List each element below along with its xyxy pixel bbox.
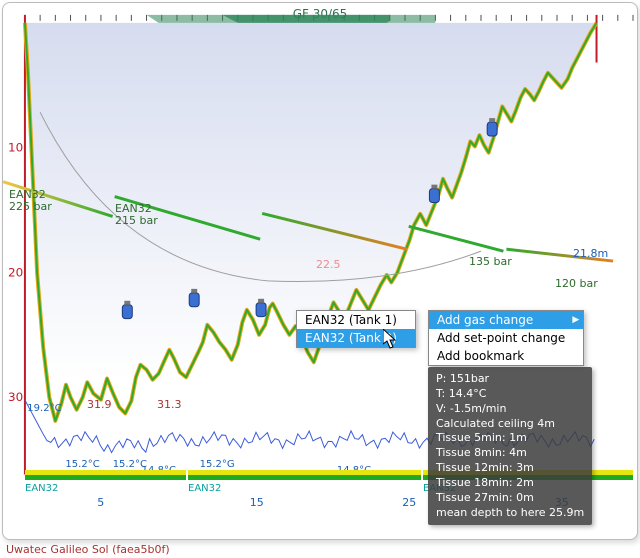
tooltip-line: Tissue 8min: 4m [436, 446, 584, 461]
chart-label: 225 bar [9, 200, 52, 213]
chart-label: 120 bar [555, 277, 598, 290]
chart-label: 135 bar [469, 255, 512, 268]
gas-segment-label: EAN32 [188, 483, 221, 494]
chart-label: 22.5 [316, 258, 341, 271]
context-menu-item[interactable]: Add gas change▶ [429, 311, 583, 329]
tooltip-line: Tissue 12min: 3m [436, 461, 584, 476]
device-footer: Uwatec Galileo Sol (faea5b0f) [6, 543, 170, 556]
x-tick-label: 25 [402, 496, 416, 509]
gas-submenu[interactable]: EAN32 (Tank 1)EAN32 (Tank 2) [296, 310, 416, 348]
chart-label: 215 bar [115, 214, 158, 227]
svg-text:20: 20 [8, 265, 23, 279]
gas-segment [25, 475, 186, 480]
tooltip-line: Calculated ceiling 4m [436, 417, 584, 432]
chart-label: 31.3 [157, 398, 182, 411]
context-menu-item[interactable]: Add bookmark [429, 347, 583, 365]
tooltip-line: Tissue 5min: 1m [436, 431, 584, 446]
x-tick-label: 5 [97, 496, 104, 509]
x-tick-label: 15 [250, 496, 264, 509]
tooltip-line: Tissue 18min: 2m [436, 476, 584, 491]
chart-label: 31.9 [87, 398, 112, 411]
gas-segment-label: EAN32 [25, 483, 58, 494]
dive-profile-app: GF 30/65 102030 EAN32225 barEAN32215 bar… [0, 0, 640, 558]
svg-text:10: 10 [8, 141, 23, 155]
chart-label: 19.2°C [27, 403, 61, 414]
chart-label: 15.2°G [200, 459, 235, 470]
chart-label: 21.8m [573, 247, 608, 260]
tooltip-line: mean depth to here 25.9m [436, 506, 584, 521]
submenu-arrow-icon: ▶ [572, 315, 579, 325]
tooltip-line: P: 151bar [436, 372, 584, 387]
submenu-item[interactable]: EAN32 (Tank 2) [297, 329, 415, 347]
tooltip-line: T: 14.4°C [436, 387, 584, 402]
context-menu[interactable]: Add gas change▶Add set-point changeAdd b… [428, 310, 584, 366]
context-menu-item[interactable]: Add set-point change [429, 329, 583, 347]
tooltip-line: V: -1.5m/min [436, 402, 584, 417]
tooltip-line: Tissue 27min: 0m [436, 491, 584, 506]
dive-info-tooltip: P: 151barT: 14.4°CV: -1.5m/minCalculated… [428, 367, 592, 525]
svg-text:30: 30 [8, 390, 23, 404]
gas-segment [188, 475, 421, 480]
submenu-item[interactable]: EAN32 (Tank 1) [297, 311, 415, 329]
chart-label: 15.2°C [65, 459, 99, 470]
